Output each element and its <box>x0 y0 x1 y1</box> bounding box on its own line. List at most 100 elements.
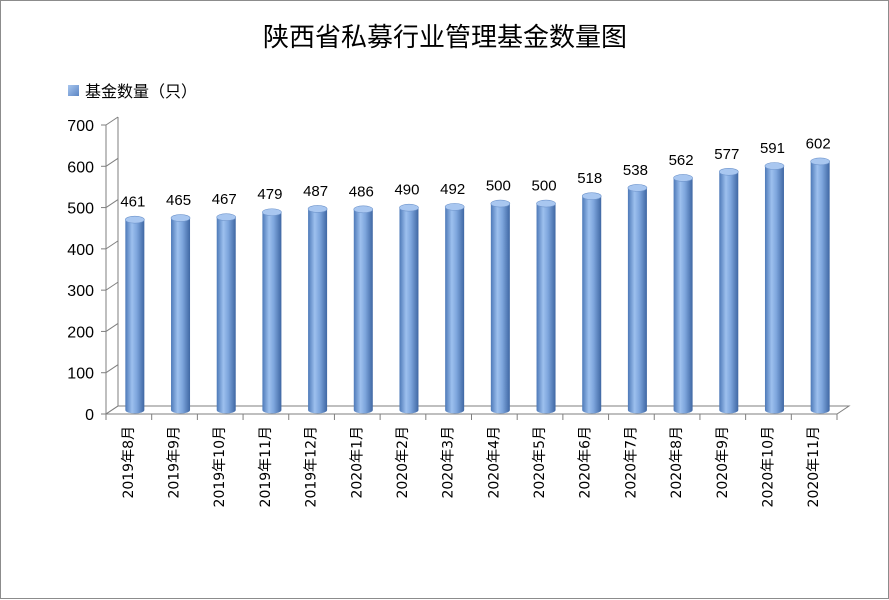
x-tick-label: 2020年7月 <box>623 426 639 499</box>
bar-body <box>445 206 465 414</box>
y-tick-label: 100 <box>67 366 94 383</box>
x-tick-label: 2020年5月 <box>532 426 548 499</box>
y-tick-diagonal <box>105 364 119 374</box>
y-tick-label: 400 <box>67 242 94 259</box>
x-tick-label: 2020年10月 <box>760 426 776 507</box>
data-label: 492 <box>440 181 465 198</box>
x-tick-label: 2020年2月 <box>395 426 411 499</box>
bar-cap <box>353 205 374 214</box>
data-label: 465 <box>166 192 191 209</box>
bar-body <box>216 217 236 414</box>
bar-cap <box>307 205 328 213</box>
data-label: 577 <box>714 146 739 163</box>
bar <box>536 199 556 414</box>
bar-cap <box>444 203 465 211</box>
y-tick-diagonal <box>105 157 119 167</box>
bar-body <box>536 203 556 414</box>
data-label: 602 <box>806 135 831 152</box>
bar-cap <box>581 192 602 200</box>
bars <box>125 157 830 414</box>
data-label: 500 <box>532 178 557 195</box>
x-tick-label: 2019年10月 <box>212 426 228 507</box>
bar-body <box>353 209 373 414</box>
bar-cap <box>673 174 693 182</box>
data-label: 562 <box>669 152 694 169</box>
bar-body <box>262 212 282 414</box>
bar-body <box>673 177 693 414</box>
x-tick-label: 2019年12月 <box>304 426 320 507</box>
bar-cap <box>399 203 419 212</box>
data-label: 490 <box>394 182 419 199</box>
bar <box>764 162 785 414</box>
y-tick-diagonal <box>105 281 119 291</box>
x-tick-label: 2019年11月 <box>258 426 274 507</box>
bar-cap <box>170 214 191 222</box>
legend-label: 基金数量（只） <box>85 82 197 101</box>
bar-cap <box>810 157 830 166</box>
bar <box>353 205 374 414</box>
x-tick-label: 2020年6月 <box>578 426 594 499</box>
y-tick-label: 600 <box>67 159 94 176</box>
data-labels: 461 465 467 479 487 486 490 492 500 500 518 538 562 5… <box>120 135 830 210</box>
bar-body <box>171 218 191 414</box>
x-tick-label: 2019年9月 <box>167 426 183 499</box>
bar-body <box>627 187 647 414</box>
bar-cap <box>216 213 237 221</box>
data-label: 518 <box>577 170 602 187</box>
x-tick-label: 2020年8月 <box>669 426 685 499</box>
y-tick-label: 300 <box>67 283 94 300</box>
y-tick-label: 500 <box>67 201 94 218</box>
chart-title: 陕西省私募行业管理基金数量图 <box>263 23 627 53</box>
x-tick-label: 2020年11月 <box>806 426 822 507</box>
x-tick-label: 2020年9月 <box>715 426 731 499</box>
bar <box>307 205 328 414</box>
bar-cap <box>125 215 145 224</box>
bar-cap <box>490 199 511 208</box>
y-tick-diagonal <box>105 240 119 250</box>
bar-body <box>399 207 419 414</box>
bar-body <box>125 219 145 414</box>
bar <box>444 203 465 414</box>
bar <box>627 184 648 414</box>
legend-swatch <box>68 85 79 96</box>
bar <box>581 192 602 414</box>
x-tick-label: 2020年4月 <box>486 426 502 499</box>
y-tick-label: 0 <box>85 407 94 424</box>
data-label: 591 <box>760 140 785 157</box>
bar <box>262 208 282 414</box>
y-tick-diagonal <box>105 116 119 126</box>
bar <box>399 203 419 414</box>
bar <box>170 214 191 414</box>
bar-body <box>810 161 830 414</box>
data-label: 461 <box>120 194 145 211</box>
bar-cap <box>718 167 739 176</box>
bar-cap <box>262 208 282 217</box>
bar-body <box>490 203 510 414</box>
y-tick-diagonal <box>105 405 119 415</box>
data-label: 479 <box>257 186 282 203</box>
bar <box>490 199 511 414</box>
y-tick-label: 200 <box>67 324 94 341</box>
x-tick-label: 2019年8月 <box>121 426 137 499</box>
bar-body <box>719 171 739 414</box>
data-label: 486 <box>349 183 374 200</box>
x-tick-label: 2020年1月 <box>349 426 365 499</box>
bar <box>718 167 739 414</box>
data-label: 500 <box>486 178 511 195</box>
x-tick-label: 2020年3月 <box>441 426 457 499</box>
y-tick-diagonal <box>105 323 119 332</box>
data-label: 467 <box>212 191 237 208</box>
data-label: 538 <box>623 162 648 179</box>
bar-body <box>308 208 328 414</box>
bar <box>673 174 693 414</box>
bar-cap <box>536 199 556 208</box>
bar-body <box>582 196 602 414</box>
bar-body <box>764 166 784 414</box>
data-label: 487 <box>303 183 328 200</box>
bar <box>216 213 237 414</box>
bar <box>125 215 145 414</box>
y-tick-diagonal <box>105 199 119 208</box>
y-tick-label: 700 <box>67 118 94 135</box>
